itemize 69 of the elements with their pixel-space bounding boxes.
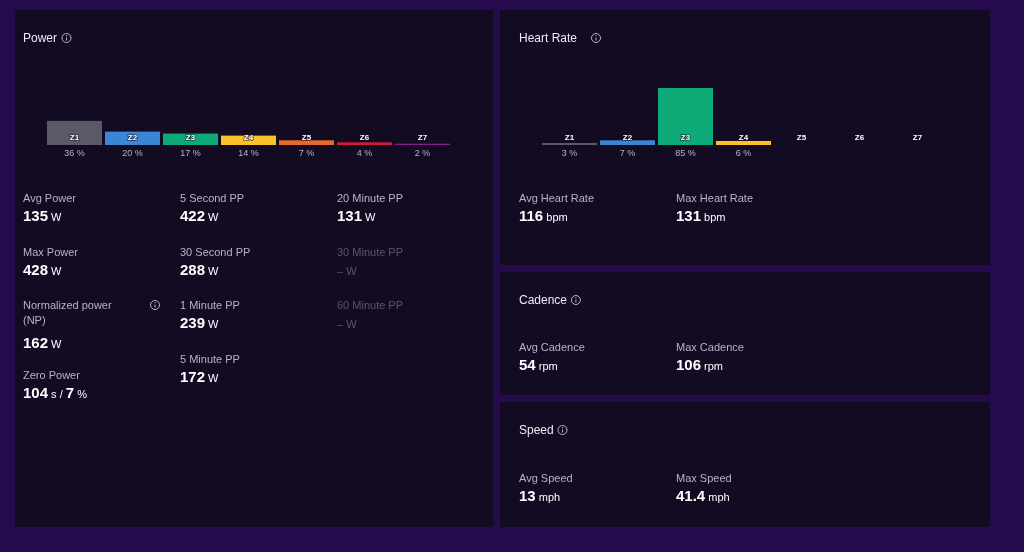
bar (716, 140, 771, 145)
text: 30 Second PP (180, 246, 251, 258)
text: – W (337, 265, 358, 277)
text: 116 bpm (519, 207, 568, 224)
data-label: 7 % (298, 148, 315, 158)
text: 131 bpm (676, 207, 726, 224)
text: Speed (519, 423, 554, 437)
bar (279, 140, 334, 145)
text: 288 W (180, 261, 220, 278)
text: 104 s / 7 % (23, 384, 88, 401)
chart-title: Power (23, 31, 58, 45)
text: Max Heart Rate (676, 192, 754, 204)
data-label: 36 % (64, 148, 85, 158)
data-label: 7 % (619, 148, 636, 158)
x-tick-label: Z2 (127, 133, 138, 142)
text: 131 W (337, 207, 377, 224)
x-tick-label: Z5 (796, 133, 807, 142)
x-tick-label: Z5 (301, 133, 312, 142)
text: 60 Minute PP (337, 299, 404, 311)
data-label: 6 % (735, 148, 752, 158)
bar (542, 142, 597, 145)
data-label: 20 % (122, 148, 143, 158)
text: Max Speed (676, 472, 732, 484)
text: 422 W (180, 207, 220, 224)
text: 172 W (180, 368, 220, 385)
text: 5 Second PP (180, 192, 245, 204)
text: Avg Heart Rate (519, 192, 595, 204)
text: 30 Minute PP (337, 246, 404, 258)
x-tick-label: Z7 (417, 133, 428, 142)
text: Avg Power (23, 192, 77, 204)
x-tick-label: Z4 (738, 133, 749, 142)
bar (658, 88, 713, 145)
text: Cadence (519, 293, 568, 307)
text: 13 mph (519, 487, 561, 504)
text: 54 rpm (519, 356, 558, 373)
bar (47, 120, 102, 145)
text: 1 Minute PP (180, 299, 240, 311)
text: 135 W (23, 207, 63, 224)
x-tick-label: Z3 (185, 133, 196, 142)
chart-title: Heart Rate (519, 31, 578, 45)
text: 239 W (180, 314, 220, 331)
data-label: 3 % (561, 148, 578, 158)
x-tick-label: Z6 (359, 133, 370, 142)
x-tick-label: Z1 (69, 133, 80, 142)
text: Normalized power (NP) (23, 299, 112, 326)
bar (600, 140, 655, 145)
x-tick-label: Z6 (854, 133, 865, 142)
data-label: 4 % (356, 148, 373, 158)
text: 162 W (23, 334, 63, 351)
text: Avg Speed (519, 472, 573, 484)
text: 20 Minute PP (337, 192, 404, 204)
x-tick-label: Z3 (680, 133, 691, 142)
data-label: 2 % (414, 148, 431, 158)
text: Max Cadence (676, 341, 744, 353)
text: 5 Minute PP (180, 353, 240, 365)
data-label: 14 % (238, 148, 259, 158)
x-tick-label: Z7 (912, 133, 923, 142)
text: Max Power (23, 246, 79, 258)
data-label: 17 % (180, 148, 201, 158)
text: Avg Cadence (519, 341, 585, 353)
x-tick-label: Z1 (564, 133, 575, 142)
text: Zero Power (23, 369, 81, 381)
x-tick-label: Z2 (622, 133, 633, 142)
text: 41.4 mph (676, 487, 730, 504)
text: 106 rpm (676, 356, 724, 373)
bar (337, 142, 392, 145)
text: 428 W (23, 261, 63, 278)
data-label: 85 % (675, 148, 696, 158)
text: – W (337, 318, 358, 330)
